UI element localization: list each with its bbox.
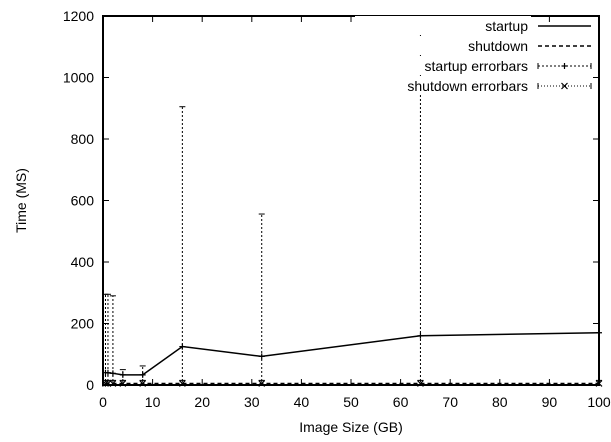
legend-text-bg — [355, 16, 531, 35]
x-tick-label: 60 — [393, 394, 409, 410]
x-axis-ticks: 0 10 20 30 40 50 60 70 80 90 100 — [99, 16, 611, 410]
legend-label: startup — [485, 18, 528, 34]
legend-text-bg — [355, 56, 531, 75]
y-tick-label: 800 — [71, 131, 95, 147]
legend-swatch-marker — [561, 82, 568, 90]
x-tick-label: 70 — [442, 394, 458, 410]
legend: startup shutdown startup errorbars shutdown… — [355, 16, 592, 95]
x-tick-label: 80 — [492, 394, 508, 410]
legend-label: startup errorbars — [425, 58, 528, 74]
y-tick-label: 1000 — [63, 70, 94, 86]
y-tick-label: 1200 — [63, 8, 94, 24]
legend-label: shutdown — [468, 38, 528, 54]
x-tick-label: 30 — [244, 394, 260, 410]
x-axis-label: Image Size (GB) — [299, 419, 402, 435]
x-tick-label: 50 — [343, 394, 359, 410]
legend-swatch-marker — [561, 63, 568, 69]
x-tick-label: 20 — [194, 394, 210, 410]
y-tick-label: 400 — [71, 254, 95, 270]
y-tick-label: 600 — [71, 193, 95, 209]
y-axis-label: Time (MS) — [13, 168, 29, 233]
x-tick-label: 10 — [145, 394, 161, 410]
y-axis-ticks: 0 200 400 600 800 1000 1200 — [63, 8, 599, 393]
x-tick-label: 100 — [587, 394, 611, 410]
x-tick-label: 0 — [99, 394, 107, 410]
y-tick-label: 200 — [71, 316, 95, 332]
x-tick-label: 90 — [542, 394, 558, 410]
legend-label: shutdown errorbars — [407, 78, 528, 94]
y-tick-label: 0 — [86, 377, 94, 393]
x-tick-label: 40 — [294, 394, 310, 410]
legend-text-bg — [355, 36, 531, 55]
series-line-startup — [105, 331, 600, 376]
legend-text-bg — [355, 76, 531, 95]
